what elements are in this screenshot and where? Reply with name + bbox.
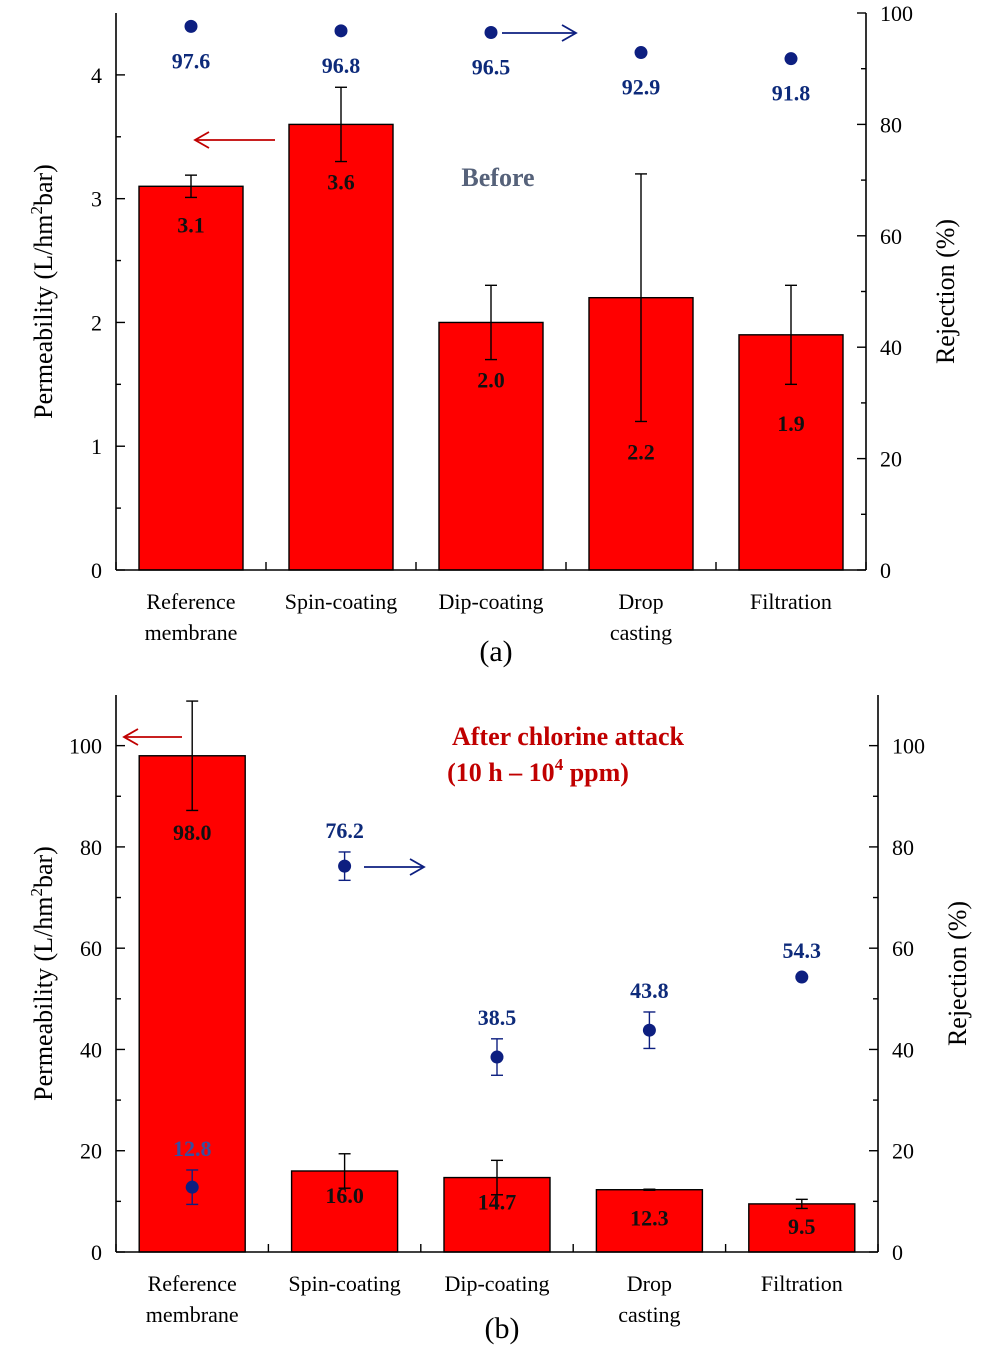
category-label-1-0: Spin-coating xyxy=(285,589,397,614)
annotation-after-line2: (10 h – 104 ppm) xyxy=(447,755,629,787)
right-axis-title: Rejection (%) xyxy=(931,219,960,364)
bar-2 xyxy=(438,321,544,571)
right-tick-label-1: 20 xyxy=(880,447,902,472)
rejection-point-4 xyxy=(784,52,798,66)
annotation-line2-sup: 4 xyxy=(555,755,564,774)
right-tick-label-5: 100 xyxy=(892,734,925,759)
right-axis-arrow-head xyxy=(409,858,426,876)
rejection-value-label-4: 91.8 xyxy=(772,81,811,106)
bar-1 xyxy=(288,123,394,571)
right-axis-arrow-head xyxy=(561,24,578,42)
rejection-value-label-2: 96.5 xyxy=(472,54,511,79)
rejection-value-label-3: 43.8 xyxy=(630,978,669,1003)
rejection-point-3 xyxy=(634,46,648,60)
rejection-point-4 xyxy=(795,970,809,984)
right-tick-label-2: 40 xyxy=(892,1037,914,1062)
right-tick-label-2: 40 xyxy=(880,335,902,360)
rejection-point-1 xyxy=(338,859,352,873)
right-tick-label-0: 0 xyxy=(892,1240,903,1265)
right-tick-label-1: 20 xyxy=(892,1139,914,1164)
rejection-value-label-1: 96.8 xyxy=(322,53,361,78)
left-tick-label-1: 1 xyxy=(91,434,102,459)
left-axis-title-tail: bar) xyxy=(29,846,58,888)
left-tick-label-0: 0 xyxy=(91,558,102,583)
annotation-before: Before xyxy=(461,163,534,192)
left-tick-label-4: 80 xyxy=(80,835,102,860)
chart-panel-b: 98.0 16.0 14.7 12.3 9.5 12.8 76.2 38.5 43.8 54.3 0… xyxy=(27,695,972,1345)
annotation-line2-pre: (10 h – 10 xyxy=(447,758,555,787)
left-tick-label-2: 40 xyxy=(80,1037,102,1062)
left-tick-label-3: 60 xyxy=(80,936,102,961)
right-tick-label-3: 60 xyxy=(880,224,902,249)
rejection-point-2 xyxy=(490,1050,504,1064)
bar-value-label-3: 12.3 xyxy=(630,1206,669,1231)
left-axis-title: Permeability (L/hm2bar) xyxy=(27,164,58,419)
category-label-2-0: Dip-coating xyxy=(444,1271,549,1296)
right-tick-label-3: 60 xyxy=(892,936,914,961)
category-label-3-1: casting xyxy=(618,1302,680,1327)
right-tick-label-0: 0 xyxy=(880,558,891,583)
left-axis-arrow-head xyxy=(193,131,210,149)
rejection-value-label-0: 12.8 xyxy=(173,1136,212,1161)
category-label-0-1: membrane xyxy=(146,1302,239,1327)
left-axis-title: Permeability (L/hm2bar) xyxy=(27,846,58,1101)
category-label-0-1: membrane xyxy=(145,620,238,645)
left-axis-title-tail: bar) xyxy=(29,164,58,206)
category-label-3-0: Drop xyxy=(627,1271,672,1296)
rejection-point-3 xyxy=(642,1023,656,1037)
left-tick-label-5: 100 xyxy=(69,734,102,759)
left-axis-title-main: Permeability (L/hm xyxy=(29,897,58,1101)
category-label-1-0: Spin-coating xyxy=(288,1271,400,1296)
category-label-0-0: Reference xyxy=(146,589,235,614)
rejection-value-label-4: 54.3 xyxy=(783,938,822,963)
bar-value-label-0: 98.0 xyxy=(173,820,212,845)
bar-3 xyxy=(595,1189,704,1253)
rejection-point-0 xyxy=(185,1180,199,1194)
right-axis-title: Rejection (%) xyxy=(943,901,972,1046)
category-label-4-0: Filtration xyxy=(750,589,832,614)
left-tick-label-3: 3 xyxy=(91,187,102,212)
bar-value-label-1: 3.6 xyxy=(327,170,355,195)
bar-4 xyxy=(748,1203,856,1253)
panel-label-b: (b) xyxy=(485,1312,520,1345)
panel-label-a: (a) xyxy=(479,635,512,668)
bar-value-label-4: 1.9 xyxy=(777,411,805,436)
right-tick-label-4: 80 xyxy=(892,835,914,860)
rejection-value-label-3: 92.9 xyxy=(622,75,661,100)
left-axis-arrow-head xyxy=(122,728,139,746)
category-label-4-0: Filtration xyxy=(761,1271,843,1296)
chart-panel-a: 3.1 3.6 2.0 2.2 1.9 97.6 96.8 96.5 92.9 91.8 0 1 2 3 4… xyxy=(27,1,960,668)
left-tick-label-0: 0 xyxy=(91,1240,102,1265)
rejection-point-2 xyxy=(484,25,498,39)
bar-value-label-3: 2.2 xyxy=(627,440,655,465)
rejection-value-label-1: 76.2 xyxy=(325,818,364,843)
right-tick-label-4: 80 xyxy=(880,112,902,137)
annotation-after-line1: After chlorine attack xyxy=(452,722,685,751)
left-axis-title-sup: 2 xyxy=(27,888,46,897)
rejection-point-0 xyxy=(184,19,198,33)
bar-0 xyxy=(138,185,244,571)
bar-value-label-0: 3.1 xyxy=(177,212,205,237)
bar-value-label-4: 9.5 xyxy=(788,1214,816,1239)
rejection-point-1 xyxy=(334,24,348,38)
left-tick-label-4: 4 xyxy=(91,63,102,88)
annotation-line2-post: ppm) xyxy=(563,758,629,787)
left-tick-label-1: 20 xyxy=(80,1139,102,1164)
bar-value-label-1: 16.0 xyxy=(325,1183,364,1208)
category-label-2-0: Dip-coating xyxy=(438,589,543,614)
left-axis-title-sup: 2 xyxy=(27,206,46,215)
bar-value-label-2: 14.7 xyxy=(478,1190,517,1215)
bar-value-label-2: 2.0 xyxy=(477,368,505,393)
left-axis-title-main: Permeability (L/hm xyxy=(29,215,58,419)
rejection-value-label-0: 97.6 xyxy=(172,48,211,73)
right-tick-label-5: 100 xyxy=(880,1,913,26)
category-label-3-1: casting xyxy=(610,620,672,645)
left-tick-label-2: 2 xyxy=(91,310,102,335)
rejection-value-label-2: 38.5 xyxy=(478,1005,517,1030)
category-label-0-0: Reference xyxy=(148,1271,237,1296)
category-label-3-0: Drop xyxy=(618,589,663,614)
